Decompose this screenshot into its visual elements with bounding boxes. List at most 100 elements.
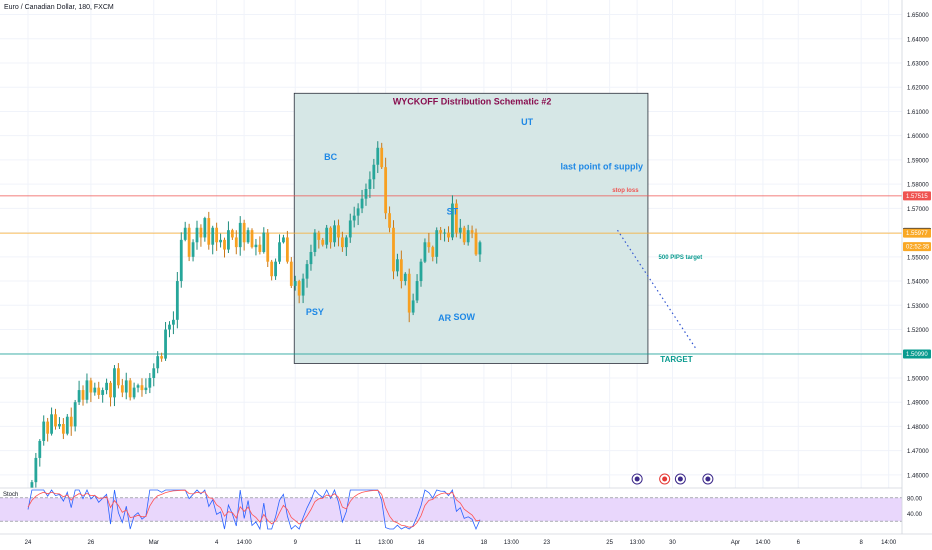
candle-body: [262, 232, 266, 252]
candle-body: [199, 227, 203, 238]
candle-body: [270, 261, 274, 277]
projection-arrow: [616, 229, 697, 350]
price-tick-label: 1.58000: [907, 183, 929, 189]
time-tick-label: 18: [481, 540, 488, 546]
wyckoff-box-layer: [293, 92, 649, 364]
candle-body: [191, 242, 195, 257]
candle-body: [341, 237, 344, 248]
time-tick-label: 8: [859, 540, 863, 546]
candle-body: [458, 227, 462, 233]
candle-body: [81, 390, 85, 400]
candle-body: [407, 273, 411, 313]
price-tick-label: 1.52000: [907, 328, 929, 334]
candle-body: [97, 387, 101, 395]
event-label: AR: [438, 313, 451, 323]
candle-body: [411, 300, 415, 313]
target-label: TARGET: [660, 355, 692, 364]
candle-body: [313, 232, 317, 252]
candle-body: [254, 244, 258, 248]
price-tick-label: 1.46000: [907, 473, 929, 479]
candle-body: [439, 230, 443, 233]
candle-body: [61, 424, 65, 434]
chart-header: Euro / Canadian Dollar, 180, FXCM: [4, 4, 114, 11]
candle-body: [234, 237, 238, 248]
candle-body: [93, 387, 97, 393]
candle-body: [364, 188, 368, 199]
time-tick-label: 23: [543, 540, 550, 546]
candle-body: [246, 230, 250, 243]
candle-body: [321, 239, 325, 245]
stoch-d-line: [27, 489, 481, 528]
price-tick-label: 1.57000: [907, 207, 929, 213]
candle-body: [34, 457, 38, 483]
candle-body: [136, 385, 140, 388]
candle-body: [372, 164, 376, 180]
event-icons: [631, 473, 714, 485]
candle-body: [101, 390, 105, 395]
price-tick-label: 1.48000: [907, 425, 929, 431]
price-level-label: 1.55977: [906, 231, 928, 237]
candle-body: [285, 237, 289, 262]
candle-body: [435, 230, 439, 257]
candle-body: [478, 242, 482, 255]
box-title: WYCKOFF Distribution Schematic #2: [393, 96, 552, 106]
time-tick-label: 14:00: [881, 540, 897, 546]
time-tick-label: 6: [797, 540, 801, 546]
time-tick-label: 24: [25, 540, 32, 546]
candle-body: [329, 227, 333, 243]
candle-body: [85, 380, 89, 400]
event-label: BC: [324, 152, 337, 162]
price-level-label: 1.50990: [906, 352, 928, 358]
candle-body: [172, 319, 175, 325]
candle-body: [368, 179, 372, 189]
candle-body: [109, 382, 112, 398]
price-tick-label: 1.62000: [907, 86, 929, 92]
candle-body: [451, 203, 454, 238]
candle-body: [431, 247, 435, 257]
price-level-tag: [903, 228, 931, 238]
candle-body: [230, 230, 234, 238]
time-tick-label: 25: [606, 540, 613, 546]
candle-body: [46, 421, 50, 434]
price-tick-label: 1.64000: [907, 37, 929, 43]
event-label: PSY: [306, 307, 324, 317]
candle-body: [293, 281, 297, 286]
candle-body: [356, 208, 360, 216]
event-label: SOW: [453, 312, 475, 322]
time-tick-label: 11: [355, 540, 362, 546]
price-tick-label: 1.53000: [907, 304, 929, 310]
oscillator-title: Stoch: [3, 492, 19, 498]
candle-body: [124, 380, 128, 393]
candle-body: [38, 440, 42, 458]
candle-body: [443, 232, 446, 234]
candle-body: [266, 232, 270, 262]
candle-body: [384, 167, 388, 214]
time-tick-label: 4: [215, 540, 219, 546]
stoch-tick-label: 40.00: [907, 512, 923, 518]
price-tick-label: 1.65000: [907, 13, 929, 19]
wyckoff-range-box: [293, 92, 649, 364]
time-tick-label: 14:00: [237, 540, 253, 546]
candle-body: [113, 368, 116, 398]
price-axis[interactable]: 1.65000 1.64000 1.63000 1.62000 1.61000 1.600…: [901, 0, 932, 534]
time-tick-label: 26: [88, 540, 95, 546]
candle-body: [309, 251, 313, 265]
candle-body: [344, 237, 348, 248]
price-level-tag: [903, 191, 931, 201]
price-level-tag: [903, 349, 931, 359]
candle-body: [301, 278, 305, 296]
candle-body: [160, 356, 164, 359]
candle-body: [140, 385, 144, 391]
candle-body: [360, 198, 364, 209]
candle-body: [427, 242, 431, 248]
stochastic-panel: [0, 487, 932, 533]
time-axis[interactable]: 24 26 Mar 4 14:00 9 11 13:00 16 18 13:00 23 25 13:00 3…: [0, 533, 932, 550]
candle-body: [352, 215, 356, 221]
candle-body: [223, 239, 226, 250]
stoch-tick-label: 80.00: [907, 496, 923, 502]
candle-body: [419, 261, 423, 282]
price-level-tag: [903, 242, 931, 252]
annotations-layer: WYCKOFF Distribution Schematic #2 PSY BC AR…: [306, 96, 702, 364]
price-tick-label: 1.50000: [907, 376, 929, 382]
